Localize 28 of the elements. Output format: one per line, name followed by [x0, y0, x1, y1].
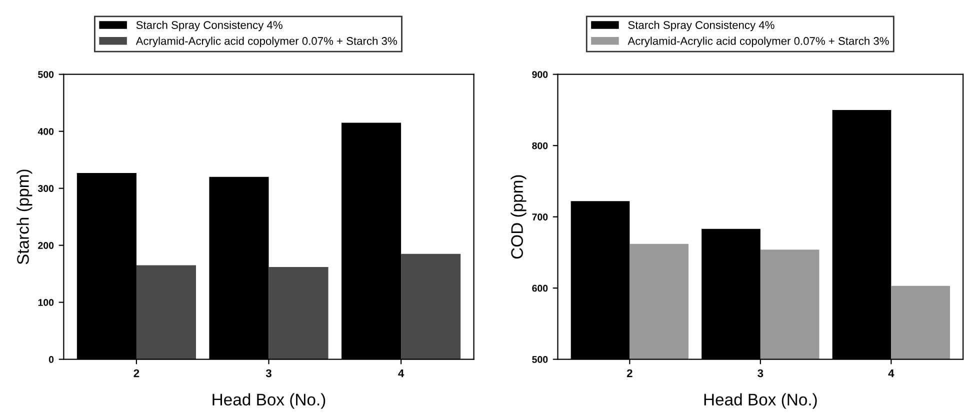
y-tick-label: 100	[38, 299, 54, 306]
x-tick-label: 3	[266, 369, 272, 378]
x-tick-label: 4	[398, 369, 404, 378]
y-tick-label: 200	[38, 242, 54, 249]
x-tick-label: 4	[888, 369, 894, 378]
legend-label: Acrylamid-Acrylic acid copolymer 0.07% + Starch 3%	[136, 36, 397, 48]
legend-label: Acrylamid-Acrylic acid copolymer 0.07% + Starch 3%	[628, 36, 889, 48]
bar	[136, 265, 196, 360]
y-axis-title: COD (ppm)	[510, 175, 526, 259]
y-tick-label: 0	[48, 356, 54, 363]
x-tick-label: 2	[134, 369, 140, 378]
x-axis-title: Head Box (No.)	[704, 393, 817, 409]
y-axis-title: Starch (ppm)	[16, 170, 32, 264]
y-tick-label: 500	[38, 71, 54, 78]
legend-label: Starch Spray Consistency 4%	[628, 20, 774, 32]
x-tick-label: 2	[626, 369, 632, 378]
bar	[268, 266, 328, 360]
legend-label: Starch Spray Consistency 4%	[136, 20, 282, 32]
y-tick-label: 400	[38, 128, 54, 135]
y-tick-label: 600	[532, 284, 548, 292]
y-tick-label: 700	[532, 214, 548, 220]
y-tick-label: 900	[532, 71, 548, 78]
x-tick-label: 3	[758, 369, 764, 378]
bar	[401, 254, 461, 360]
y-tick-label: 800	[532, 142, 548, 150]
y-tick-label: 500	[532, 356, 548, 363]
x-axis-title: Head Box (No.)	[212, 393, 326, 409]
y-tick-label: 300	[38, 185, 54, 192]
